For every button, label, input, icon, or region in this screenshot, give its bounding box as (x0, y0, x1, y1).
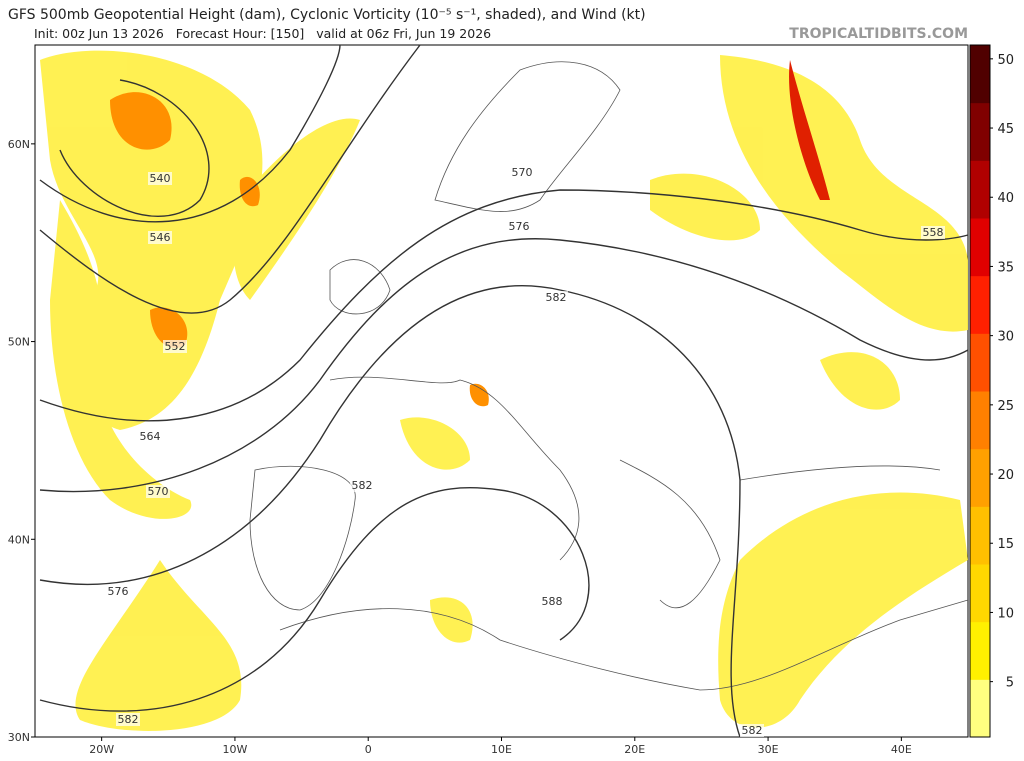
lat-label: 50N (8, 336, 30, 349)
colorbar-label: 25 (997, 399, 1014, 414)
contour-label-bg (540, 595, 564, 608)
contour-label-bg (138, 430, 162, 443)
contour-label-bg (740, 724, 764, 737)
map (34, 44, 969, 738)
height-contours (39, 44, 969, 738)
colorbar-label: 40 (997, 191, 1014, 206)
colorbar-label: 45 (997, 122, 1014, 137)
colorbar-swatch (970, 564, 990, 623)
contour-label-bg (507, 220, 531, 233)
colorbar-swatch (970, 275, 990, 334)
colorbar-swatch (970, 333, 990, 392)
contour-label-bg (350, 479, 374, 492)
contour-label: 570 (512, 166, 533, 179)
contour-label: 588 (542, 595, 563, 608)
contour-label: 582 (546, 291, 567, 304)
title: GFS 500mb Geopotential Height (dam), Cyc… (8, 7, 646, 23)
contour-label-bg (163, 340, 187, 353)
vorticity-maxima (110, 60, 830, 407)
lon-label: 20W (89, 743, 114, 756)
contour-label-bg (510, 166, 534, 179)
colorbar-label: 20 (997, 468, 1014, 483)
contour-label-bg (148, 231, 172, 244)
lat-label: 30N (8, 731, 30, 744)
colorbar-swatch (970, 391, 990, 450)
contour-label: 546 (150, 231, 171, 244)
coastlines (249, 61, 969, 691)
colorbar-label: 15 (997, 537, 1014, 552)
colorbar-swatch (970, 160, 990, 219)
colorbar-swatch (970, 506, 990, 565)
colorbar-label: 30 (997, 330, 1014, 345)
contour-label-bg (544, 291, 568, 304)
lat-label: 60N (8, 138, 30, 151)
colorbar-swatch (970, 448, 990, 507)
lon-label: 30E (758, 743, 779, 756)
colorbar-swatch (970, 621, 990, 680)
contour-label-bg (106, 585, 130, 598)
contour-label-bg (116, 713, 140, 726)
colorbar-swatch (970, 45, 990, 104)
colorbar-label: 50 (997, 53, 1014, 68)
contour-label: 582 (352, 479, 373, 492)
colorbar-label: 35 (997, 260, 1014, 275)
colorbar: 5 10 15 20 25 30 35 40 45 50 (969, 44, 1014, 738)
lat-label: 40N (8, 533, 30, 546)
lon-label: 10W (222, 743, 247, 756)
lon-label: 0 (365, 743, 372, 756)
colorbar-frame (969, 44, 991, 738)
site-name: TROPICALTIDBITS.COM (789, 26, 968, 42)
lon-label: 10E (491, 743, 512, 756)
subtitle: Init: 00z Jun 13 2026 Forecast Hour: [15… (34, 26, 491, 41)
contour-label: 570 (148, 485, 169, 498)
contour-label: 540 (150, 172, 171, 185)
contour-label: 576 (108, 585, 129, 598)
contour-label: 552 (165, 340, 186, 353)
contour-label: 582 (118, 713, 139, 726)
contour-label: 564 (140, 430, 161, 443)
colorbar-label: 10 (997, 606, 1014, 621)
lon-label: 20E (624, 743, 645, 756)
contour-label: 576 (509, 220, 530, 233)
contour-label-bg (148, 172, 172, 185)
colorbar-swatch (970, 679, 990, 738)
colorbar-swatch (970, 102, 990, 161)
contour-label: 582 (742, 724, 763, 737)
contour-label: 558 (923, 226, 944, 239)
lon-label: 40E (891, 743, 912, 756)
colorbar-swatch (970, 218, 990, 277)
contour-label-bg (146, 485, 170, 498)
contour-label-bg (921, 226, 945, 239)
colorbar-label: 5 (1006, 676, 1014, 691)
